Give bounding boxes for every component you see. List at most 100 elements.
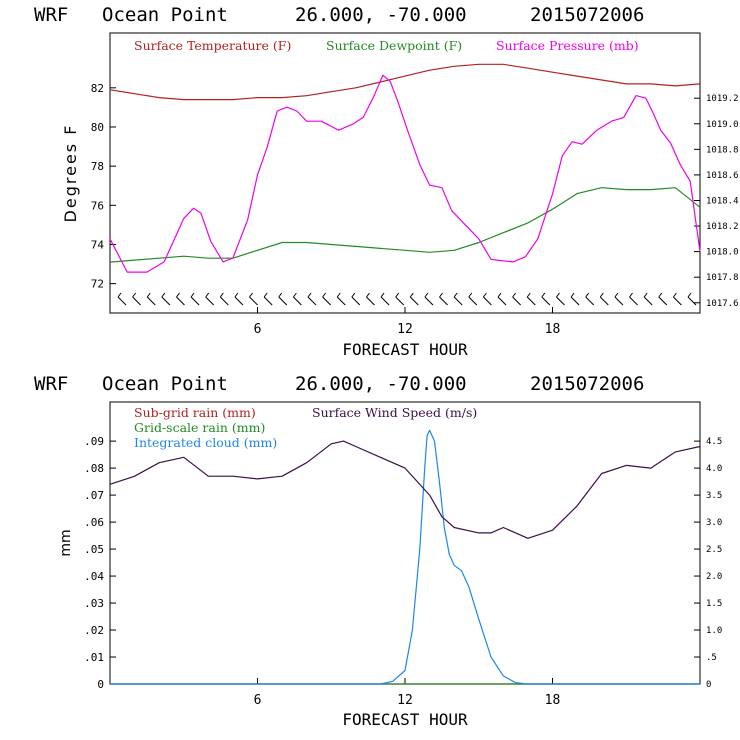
- wind-barb: [219, 292, 229, 306]
- wind-barb: [512, 292, 521, 306]
- y2-tick-label: 3.5: [706, 491, 722, 501]
- y2-tick-label: 1019.0: [706, 120, 739, 130]
- y2-tick-label: 1018.6: [706, 171, 739, 181]
- wind-barb: [146, 292, 156, 306]
- wind-barb: [234, 292, 244, 306]
- wind-barb: [453, 292, 463, 306]
- wind-barb: [643, 292, 653, 306]
- wind-barb: [249, 292, 258, 306]
- wind-barb: [161, 292, 171, 306]
- wind-barb: [497, 292, 507, 306]
- series-surface-wind-speed-line: [109, 440, 701, 539]
- series-surface-temperature-line: [109, 63, 701, 101]
- wind-barb: [263, 292, 273, 306]
- wind-barb: [556, 292, 565, 306]
- wind-barb: [672, 292, 682, 306]
- wind-barb: [190, 292, 200, 306]
- panel1-y2-axis: 1017.6 1017.8 1018.0 1018.2 1018.4 1018.6 1018…: [694, 94, 739, 309]
- y-tick-label: 82: [91, 82, 104, 95]
- y2-tick-label: 1017.6: [706, 299, 739, 309]
- wind-barb: [468, 292, 478, 306]
- y-tick-label: .07: [84, 489, 104, 502]
- y-tick-label: .06: [84, 516, 104, 529]
- wind-barb: [307, 292, 317, 306]
- wind-barb: [658, 292, 668, 306]
- wind-barb: [585, 292, 595, 306]
- wind-barb: [439, 292, 448, 306]
- y2-tick-label: 1019.2: [706, 94, 739, 104]
- wind-barb: [380, 292, 390, 306]
- wind-barbs-row: [117, 292, 697, 306]
- x-tick-label: 18: [545, 693, 561, 708]
- wind-barb: [409, 292, 419, 306]
- wind-barb: [322, 292, 331, 306]
- y-tick-label: 0: [97, 678, 104, 691]
- y-tick-label: 78: [91, 160, 104, 173]
- panel1-title-coords: 26.000, -70.000: [295, 4, 467, 26]
- y-tick-label: 72: [91, 278, 104, 291]
- y-tick-label: .05: [84, 543, 104, 556]
- panel2-y-label: mm: [58, 529, 74, 556]
- legend-grid-scale-rain: Grid-scale rain (mm): [134, 420, 265, 435]
- y-tick-label: .04: [84, 570, 104, 583]
- wind-barb: [395, 292, 405, 306]
- wind-barb: [205, 292, 215, 306]
- wind-barb: [570, 292, 580, 306]
- x-tick-label: 6: [254, 322, 262, 337]
- panel1-y-axis: 72 74 76 78 80 82: [91, 82, 116, 291]
- wind-barb: [482, 292, 492, 306]
- y2-tick-label: 1018.0: [706, 248, 739, 258]
- wind-barb: [424, 292, 434, 306]
- x-tick-label: 12: [397, 693, 413, 708]
- y2-tick-label: 1017.8: [706, 273, 739, 283]
- wind-barb: [278, 292, 288, 306]
- wind-barb: [541, 292, 551, 306]
- y-tick-label: .09: [84, 435, 104, 448]
- y2-tick-label: 0: [706, 680, 711, 690]
- wind-barb: [366, 292, 375, 306]
- y2-tick-label: 1018.2: [706, 222, 739, 232]
- panel2-title-location: Ocean Point: [102, 373, 228, 395]
- temperature-panel: WRF Ocean Point 26.000, -70.000 20150720…: [34, 4, 739, 359]
- panel2-x-axis: 6 12 18: [254, 678, 561, 708]
- wind-barb: [629, 292, 638, 306]
- wind-barb: [132, 292, 141, 306]
- y-tick-label: 76: [91, 199, 104, 212]
- wind-barb: [336, 292, 346, 306]
- x-tick-label: 12: [397, 322, 413, 337]
- series-integrated-cloud-line: [110, 429, 700, 685]
- y2-tick-label: 1018.8: [706, 145, 739, 155]
- panel2-series: [109, 429, 701, 685]
- y2-tick-label: .5: [706, 653, 717, 663]
- panel2-title-run: 2015072006: [530, 373, 644, 395]
- wind-barb: [687, 292, 697, 306]
- panel2-title-coords: 26.000, -70.000: [295, 373, 467, 395]
- wind-barb: [526, 292, 536, 306]
- wind-barb: [292, 292, 302, 306]
- legend-integrated-cloud: Integrated cloud (mm): [134, 435, 277, 450]
- y2-tick-label: 1.0: [706, 626, 722, 636]
- legend-sub-grid-rain: Sub-grid rain (mm): [134, 405, 256, 420]
- wind-barb: [176, 292, 185, 306]
- y-tick-label: .08: [84, 462, 104, 475]
- panel2-title-model: WRF: [34, 373, 68, 395]
- y2-tick-label: 4.0: [706, 464, 722, 474]
- panel2-x-label: FORECAST HOUR: [342, 710, 468, 729]
- panel1-title-model: WRF: [34, 4, 68, 26]
- legend-surface-pressure: Surface Pressure (mb): [496, 38, 639, 53]
- wind-barb: [117, 292, 127, 306]
- panel1-x-axis: 6 12 18: [254, 307, 560, 337]
- y-tick-label: .03: [84, 597, 104, 610]
- panel2-y2-axis: 0 .5 1.0 1.5 2.0 2.5 3.0 3.5 4.0 4.5: [694, 437, 722, 690]
- y-tick-label: .02: [84, 624, 104, 637]
- y2-tick-label: 3.0: [706, 518, 722, 528]
- series-surface-pressure-line: [109, 74, 701, 273]
- panel1-series: [109, 63, 701, 273]
- legend-surface-dewpoint: Surface Dewpoint (F): [326, 38, 462, 53]
- wind-barb: [351, 292, 361, 306]
- panel1-title-run: 2015072006: [530, 4, 644, 26]
- y-tick-label: 80: [91, 121, 104, 134]
- panel1-title-location: Ocean Point: [102, 4, 228, 26]
- y-tick-label: .01: [84, 651, 104, 664]
